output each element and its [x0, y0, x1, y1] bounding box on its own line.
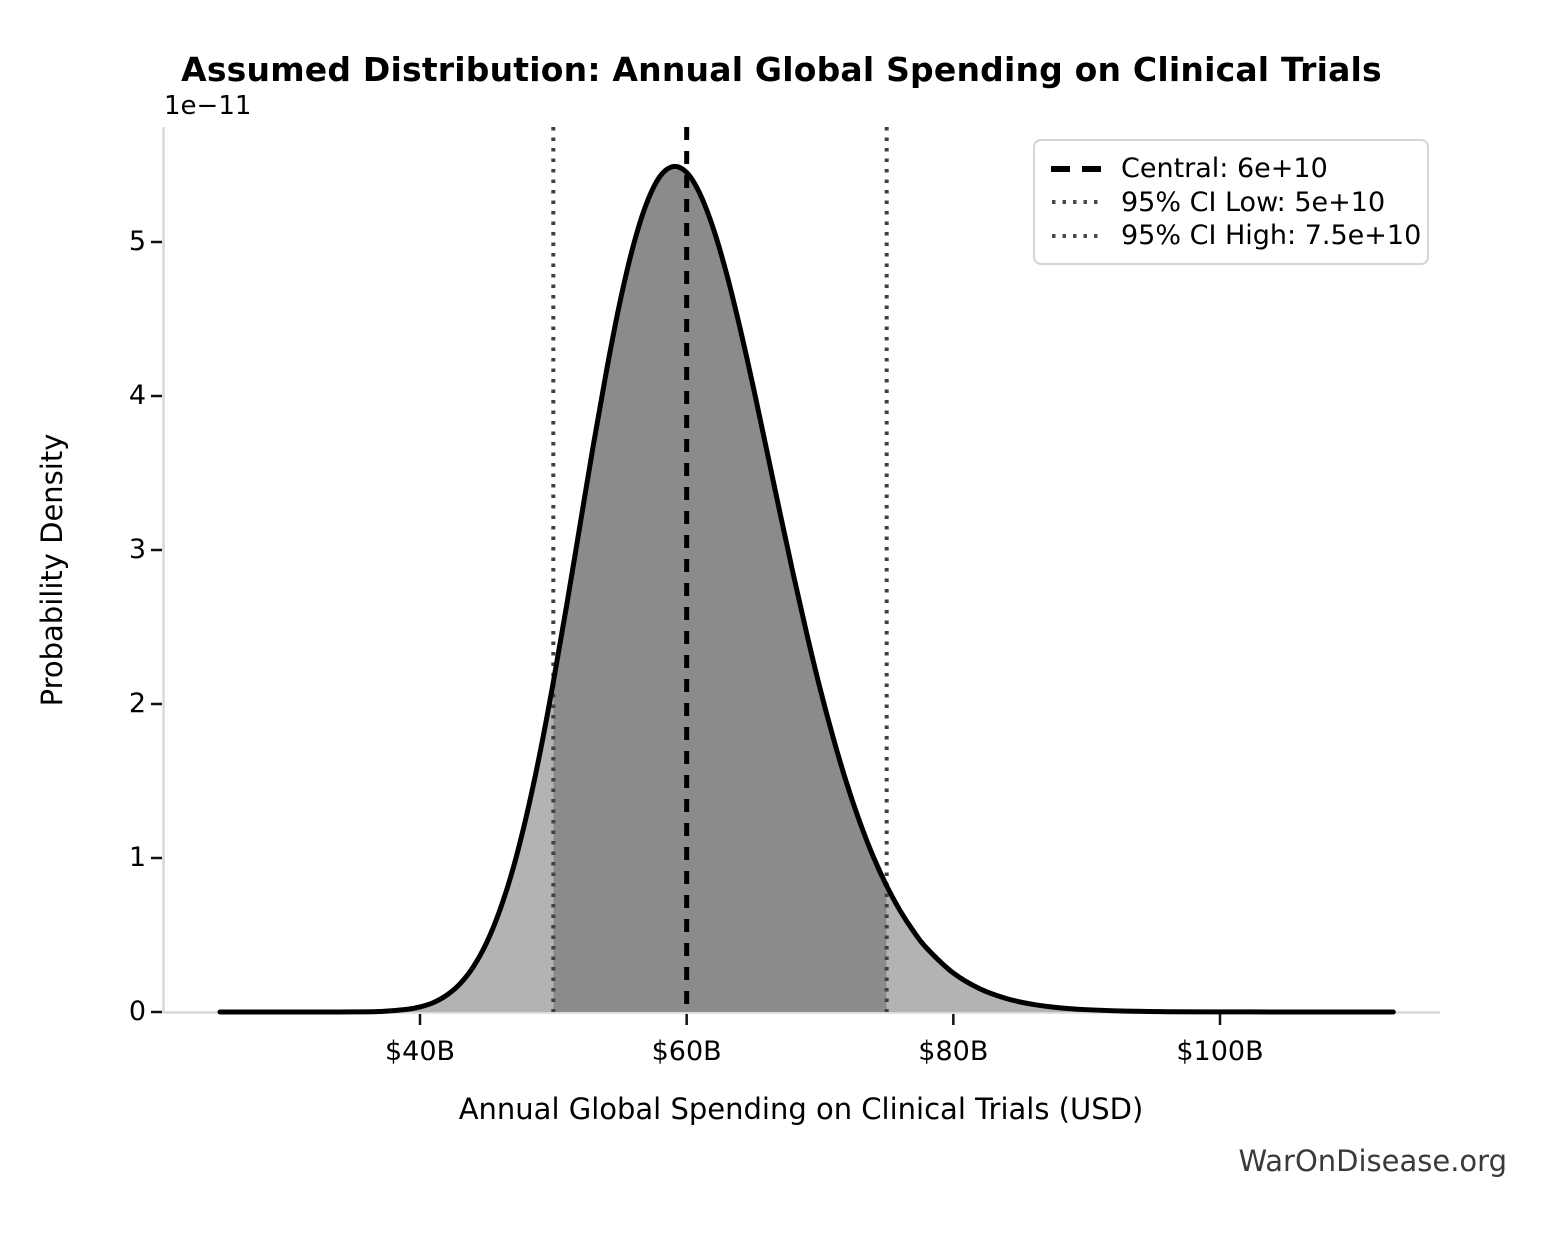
y-tick-label: 3	[128, 534, 146, 565]
y-axis-label: Probability Density	[35, 433, 69, 707]
density-curve	[217, 163, 1396, 1015]
watermark-text: WarOnDisease.org	[1238, 1144, 1507, 1178]
legend-item-ci-low: 95% CI Low: 5e+10	[1051, 187, 1411, 218]
legend-dotted-line-icon	[1052, 233, 1101, 238]
fill-ci-interval	[553, 166, 887, 1012]
chart-title: Assumed Distribution: Annual Global Spen…	[181, 50, 1382, 89]
x-tick-label: $100B	[1176, 1036, 1264, 1067]
x-axis-label: Annual Global Spending on Clinical Trial…	[458, 1092, 1144, 1126]
legend-dashed-line-icon	[1051, 165, 1101, 172]
y-tick-label: 2	[128, 688, 146, 719]
fill-right-tail	[886, 885, 1394, 1013]
x-tick-label: $80B	[918, 1036, 989, 1067]
legend: Central: 6e+10 95% CI Low: 5e+10 95% CI …	[1033, 139, 1429, 265]
fill-left-tail	[220, 681, 554, 1013]
y-tick-label: 0	[128, 996, 146, 1027]
legend-item-label: Central: 6e+10	[1121, 153, 1328, 184]
y-tick-label: 4	[128, 380, 146, 411]
legend-item-label: 95% CI Low: 5e+10	[1121, 186, 1386, 218]
legend-item-central: Central: 6e+10	[1051, 153, 1411, 184]
y-tick-label: 1	[128, 842, 146, 873]
x-tick-label: $60B	[651, 1036, 722, 1067]
x-tick-label: $40B	[384, 1036, 456, 1067]
legend-item-label: 95% CI High: 7.5e+10	[1121, 220, 1422, 251]
legend-dotted-line-icon	[1052, 200, 1101, 204]
y-tick-label: 5	[128, 226, 146, 257]
legend-item-ci-high: 95% CI High: 7.5e+10	[1051, 220, 1421, 251]
y-axis-offset-label: 1e−11	[164, 91, 252, 121]
